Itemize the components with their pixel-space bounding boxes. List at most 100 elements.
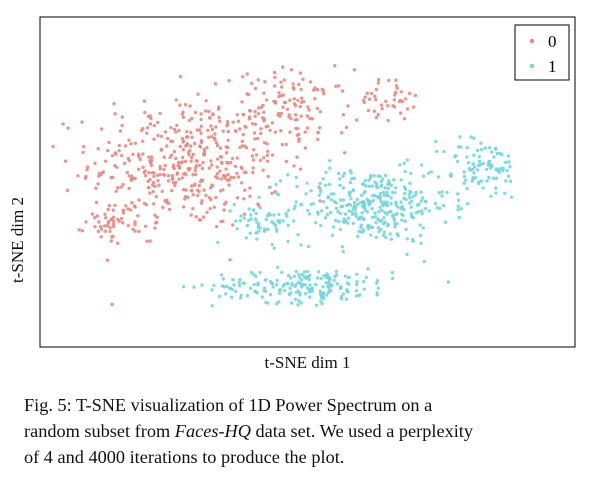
point-class-1 [249,270,254,275]
point-class-1 [393,222,397,226]
point-class-1 [471,176,475,180]
y-axis-label: t-SNE dim 2 [8,197,27,283]
point-class-0 [235,156,239,160]
point-class-0 [193,168,197,173]
point-class-1 [306,244,311,249]
point-class-1 [364,184,368,188]
point-class-1 [389,201,393,206]
point-class-0 [158,164,162,169]
point-class-1 [385,193,389,198]
point-class-0 [194,215,198,219]
point-class-1 [487,146,492,150]
point-class-0 [99,235,103,239]
point-class-0 [303,130,307,134]
point-class-1 [380,218,384,223]
point-class-1 [305,181,309,185]
point-class-0 [189,213,193,217]
point-class-0 [193,166,198,170]
point-class-1 [373,215,378,219]
point-class-1 [217,294,222,299]
scatter-plot: 0 1 [39,16,576,348]
point-class-0 [279,80,283,84]
point-class-0 [166,179,171,183]
point-class-0 [244,146,249,150]
point-class-1 [349,171,353,175]
point-class-1 [392,178,396,182]
point-class-1 [342,217,347,221]
point-class-0 [137,198,141,202]
point-class-0 [172,149,177,154]
point-class-1 [338,198,343,202]
point-class-0 [299,100,304,105]
point-class-0 [155,173,160,177]
point-class-0 [172,166,176,171]
point-class-1 [341,198,346,202]
point-class-1 [318,181,322,186]
point-class-1 [253,217,258,221]
point-class-1 [334,206,339,211]
point-class-0 [180,136,185,141]
point-class-1 [292,219,296,223]
point-class-0 [298,167,303,171]
point-class-0 [227,178,231,182]
point-class-0 [142,170,146,175]
point-class-0 [190,116,194,121]
point-class-0 [103,216,108,220]
point-class-1 [390,276,395,281]
point-class-1 [456,192,460,196]
point-class-1 [479,141,483,145]
point-class-1 [408,181,412,185]
point-class-0 [402,117,407,121]
point-class-1 [419,190,423,194]
point-class-1 [465,146,469,150]
point-class-0 [404,97,408,101]
point-class-0 [218,189,223,193]
point-class-0 [301,77,305,82]
point-class-0 [229,175,233,180]
point-class-0 [189,144,193,148]
point-class-1 [249,213,253,217]
point-class-0 [288,98,292,103]
point-class-1 [345,281,350,285]
point-class-1 [387,181,392,185]
point-class-0 [151,190,155,194]
point-class-0 [352,68,357,72]
point-class-1 [403,219,407,223]
point-class-0 [250,154,255,158]
point-class-0 [127,138,131,142]
point-class-1 [504,179,508,183]
point-class-0 [322,92,326,96]
point-class-0 [295,133,299,137]
point-class-1 [212,283,216,288]
point-class-0 [165,198,169,202]
point-class-1 [414,190,418,194]
point-class-1 [375,293,379,297]
point-class-1 [324,293,329,297]
point-class-1 [349,197,353,201]
figure-caption: Fig. 5: T-SNE visualization of 1D Power … [24,392,584,470]
point-class-0 [398,98,402,103]
point-class-1 [418,233,423,238]
point-class-0 [377,77,381,82]
point-class-1 [501,169,505,173]
point-class-0 [292,87,296,91]
point-class-0 [224,145,228,149]
point-class-1 [369,233,373,237]
point-class-1 [376,217,380,222]
point-class-0 [101,170,106,174]
point-class-1 [245,223,249,228]
point-class-0 [117,143,121,148]
point-class-1 [338,211,342,216]
point-class-1 [318,289,322,293]
point-class-0 [103,229,108,233]
point-class-1 [506,174,511,178]
point-class-1 [391,214,395,218]
point-class-0 [200,166,204,171]
point-class-1 [399,200,403,204]
point-class-0 [366,108,371,113]
point-class-0 [295,126,300,131]
point-class-1 [335,273,339,277]
point-class-0 [233,129,238,133]
point-class-0 [156,133,160,138]
point-class-0 [253,114,257,118]
